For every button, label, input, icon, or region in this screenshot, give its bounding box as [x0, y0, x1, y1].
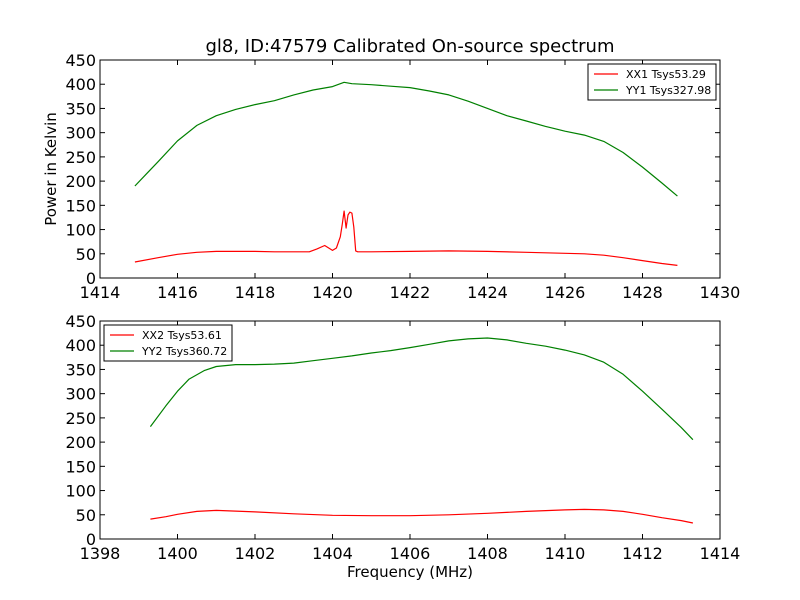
bottom-x-tick-label: 1398	[80, 544, 121, 563]
bottom-x-tick-label: 1414	[700, 544, 741, 563]
top-axes-frame	[99, 59, 721, 279]
bottom-y-tick-label: 0	[86, 530, 96, 549]
bottom-x-tick-label: 1402	[235, 544, 276, 563]
top-x-tick-label: 1416	[157, 283, 198, 302]
bottom-x-tick-label: 1408	[467, 544, 508, 563]
bottom-x-tick-label: 1400	[157, 544, 198, 563]
top-y-tick-label: 350	[65, 99, 96, 118]
bottom-y-tick-label: 100	[65, 482, 96, 501]
top-y-tick-label: 50	[76, 245, 96, 264]
bottom-y-tick-label: 400	[65, 336, 96, 355]
bottom-legend-box	[103, 324, 233, 362]
chart-title: gl8, ID:47579 Calibrated On-source spect…	[205, 36, 614, 57]
top-legend: XX1 Tsys53.29 YY1 Tsys327.98	[587, 63, 717, 101]
top-y-tick-label: 400	[65, 75, 96, 94]
top-x-tick-label: 1428	[622, 283, 663, 302]
bottom-x-tick-label: 1406	[390, 544, 431, 563]
x-axis-label: Frequency (MHz)	[347, 563, 473, 581]
bottom-panel: 1398 1400 1402 1404 1406 1408 1410 1412 1414 0 50 1…	[65, 312, 740, 563]
top-x-tick-label: 1424	[467, 283, 508, 302]
top-y-tick-label: 300	[65, 124, 96, 143]
bottom-x-tick-label: 1412	[622, 544, 663, 563]
bottom-y-tick-label: 150	[65, 457, 96, 476]
top-x-tick-label: 1430	[700, 283, 741, 302]
top-legend-label-1: XX1 Tsys53.29	[626, 68, 706, 81]
top-x-tick-label: 1418	[235, 283, 276, 302]
top-panel: 1414 1416 1418 1420 1422 1424 1426 1428 1430 0 50 1…	[65, 51, 740, 302]
top-series-line-2	[134, 81, 678, 197]
bottom-y-tick-label: 450	[65, 312, 96, 331]
bottom-legend-label-1: XX2 Tsys53.61	[142, 329, 222, 342]
bottom-y-tick-label: 200	[65, 433, 96, 452]
top-y-tick-label: 0	[86, 269, 96, 288]
bottom-legend: XX2 Tsys53.61 YY2 Tsys360.72	[103, 324, 233, 362]
top-x-tick-label: 1420	[312, 283, 353, 302]
top-y-tick-label: 150	[65, 196, 96, 215]
bottom-y-tick-label: 300	[65, 385, 96, 404]
bottom-axes-frame	[99, 320, 721, 540]
bottom-y-tick-label: 50	[76, 506, 96, 525]
bottom-series-line-1	[150, 508, 694, 524]
bottom-x-tick-label: 1410	[545, 544, 586, 563]
top-y-tick-label: 200	[65, 172, 96, 191]
bottom-y-tick-label: 350	[65, 360, 96, 379]
top-series-line-1	[134, 210, 678, 266]
top-x-tick-label: 1422	[390, 283, 431, 302]
y-axis-label: Power in Kelvin	[42, 112, 60, 226]
top-legend-label-2: YY1 Tsys327.98	[625, 84, 711, 97]
bottom-legend-label-2: YY2 Tsys360.72	[141, 345, 227, 358]
top-y-tick-label: 250	[65, 148, 96, 167]
top-y-tick-label: 100	[65, 221, 96, 240]
bottom-y-tick-label: 250	[65, 409, 96, 428]
bottom-series-line-2	[149, 337, 694, 441]
top-x-tick-label: 1414	[80, 283, 121, 302]
top-y-tick-label: 450	[65, 51, 96, 70]
top-legend-box	[587, 63, 717, 101]
top-x-tick-label: 1426	[545, 283, 586, 302]
bottom-x-tick-label: 1404	[312, 544, 353, 563]
